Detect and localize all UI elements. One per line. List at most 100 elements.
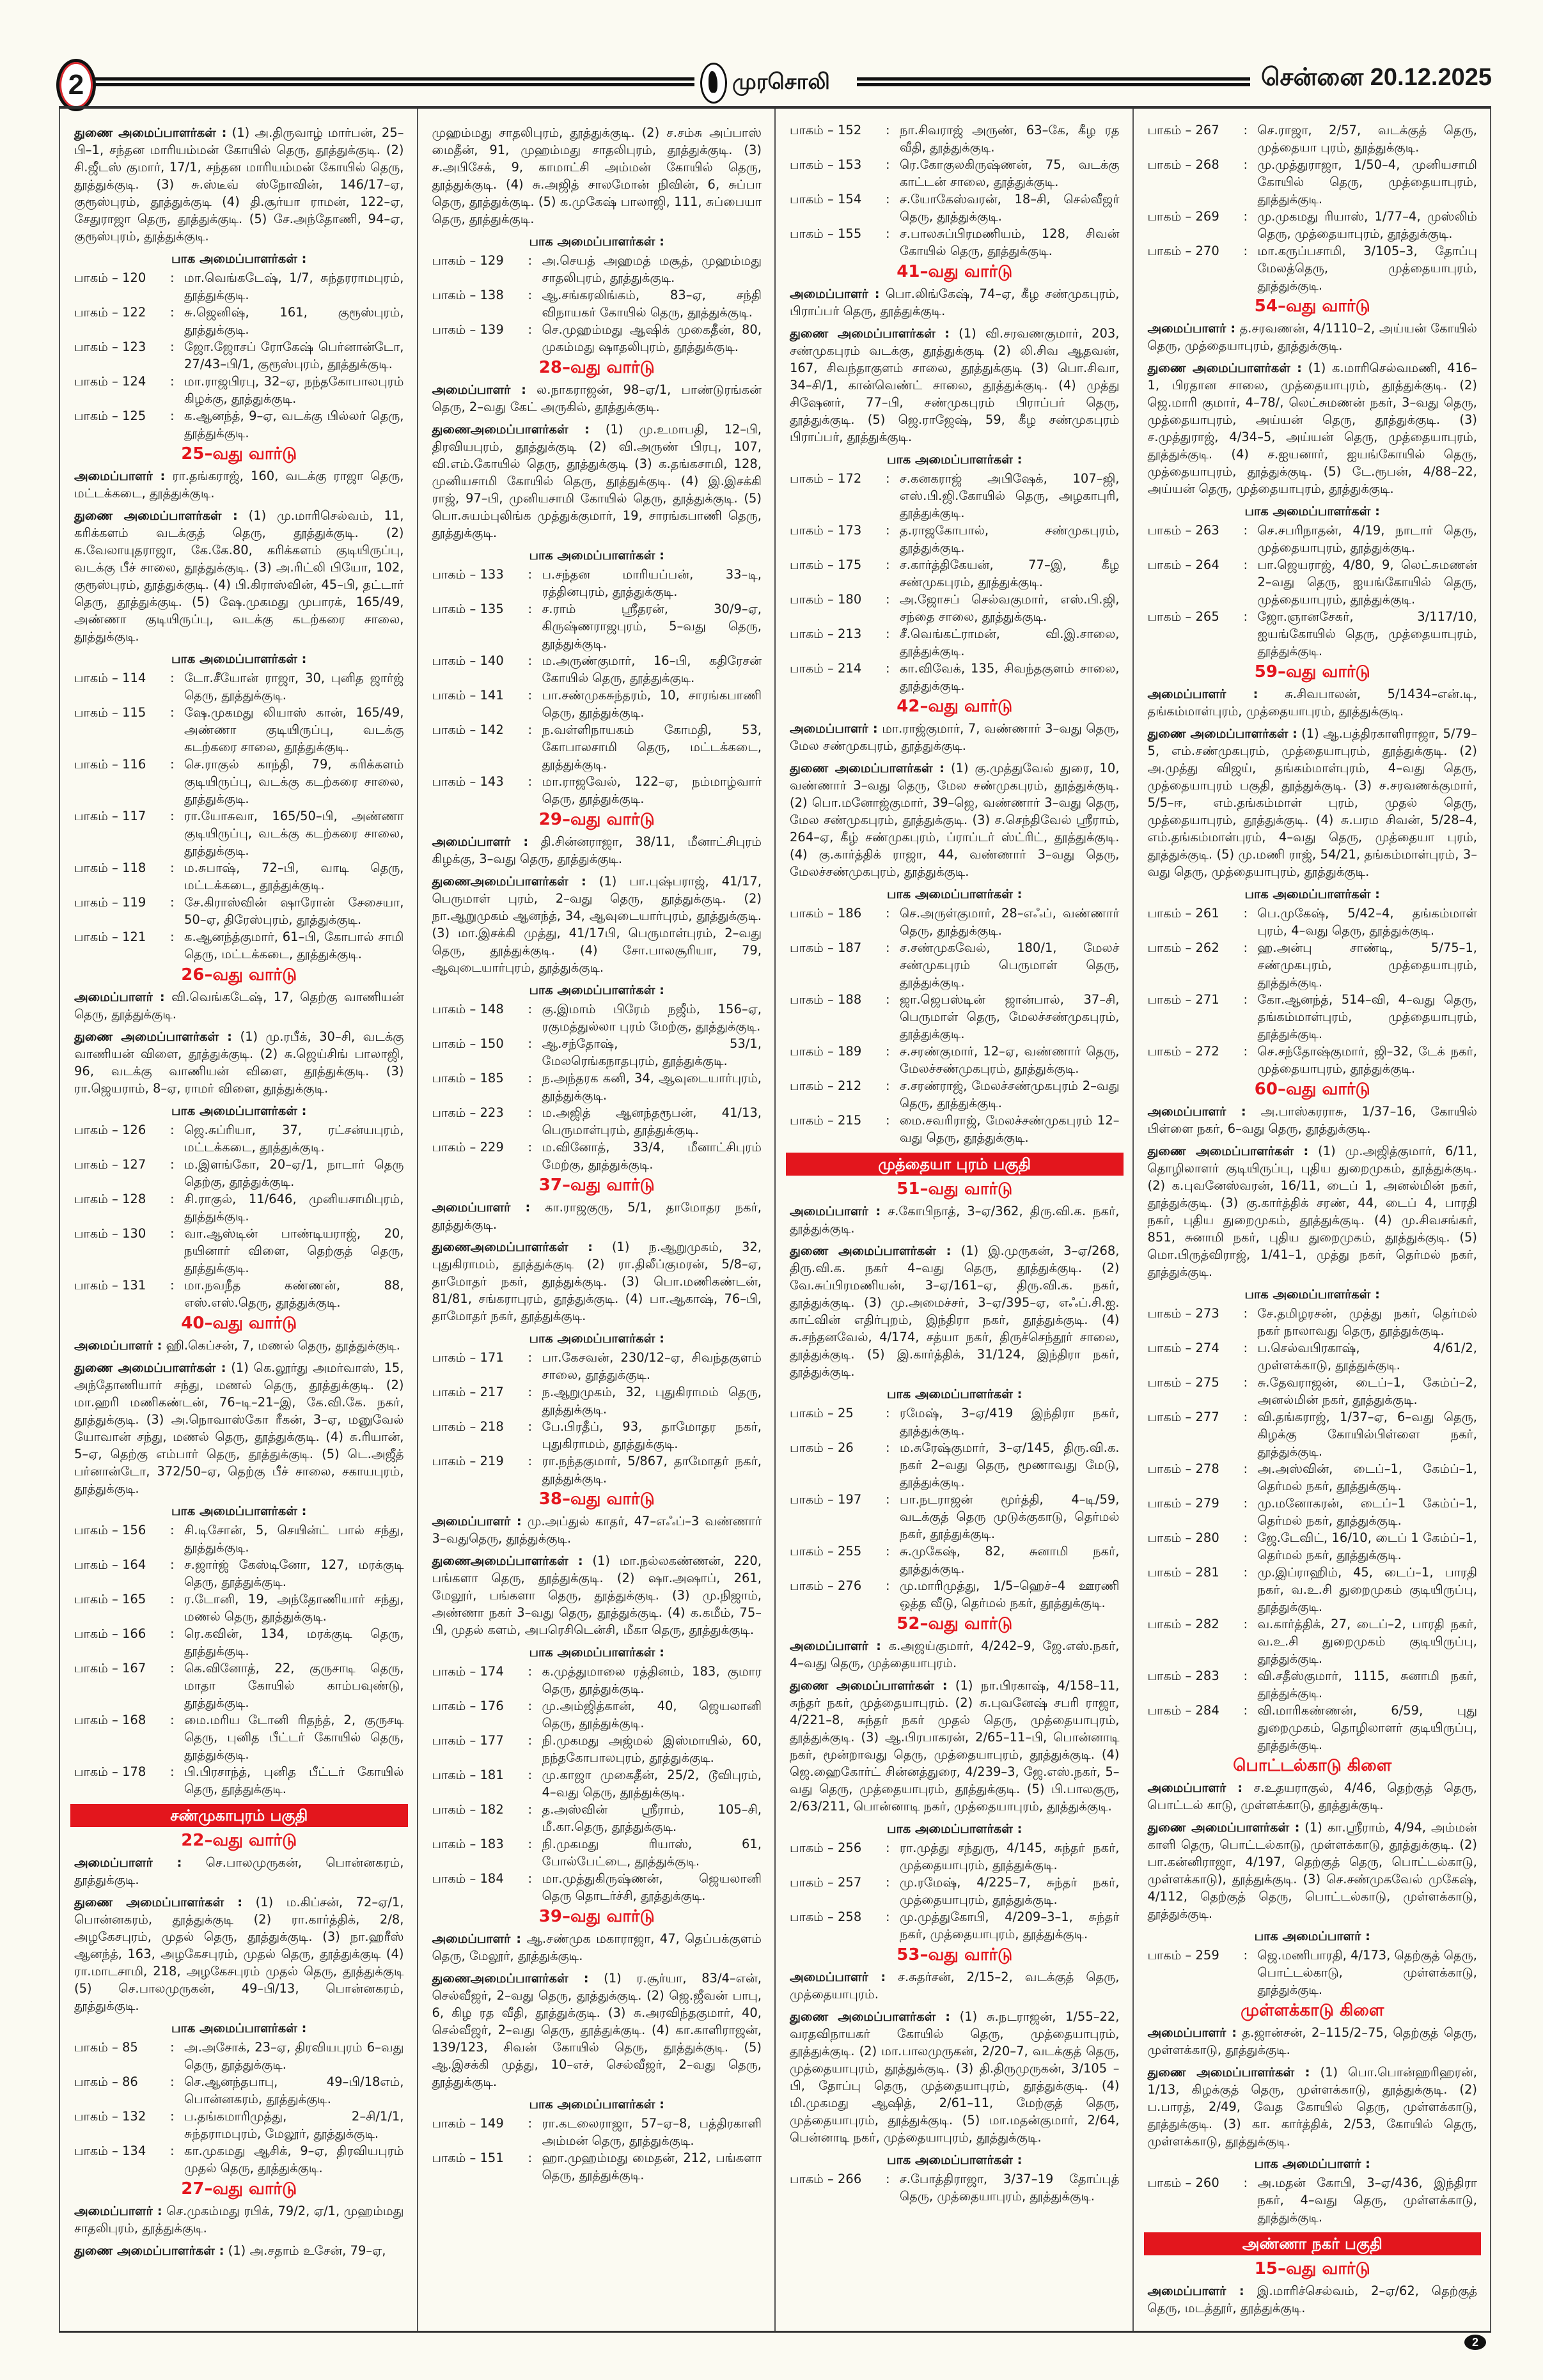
booth-number: 124	[122, 374, 146, 389]
booth-label: பாகம் – 217	[432, 1383, 528, 1418]
booth-number: 261	[1195, 906, 1219, 921]
booth-prefix: பாகம் –	[74, 1626, 118, 1641]
booth-organizer-details: ச.யோகேஸ்வரன், 18–சி, செல்வீஜர் தெரு, தூத…	[900, 192, 1120, 224]
organizer-paragraph: துணை அமைப்பாளர்கள் : (1) ஆ.பத்திரகாளிராஜ…	[1148, 725, 1478, 880]
booth-entry: பாகம் – 215: மை.சவரிராஜ், மேலச்சண்முகபுரம…	[790, 1112, 1120, 1146]
booth-organizers-subheading: பாக அமைப்பாளர்கள் :	[1244, 504, 1380, 518]
booth-separator: :	[170, 671, 175, 685]
booth-label: பாகம் – 86	[74, 2073, 170, 2108]
booth-number: 117	[122, 809, 146, 823]
booth-separator: :	[170, 2143, 175, 2158]
organizer-paragraph: அமைப்பாளர் : த.ஜான்சன், 2–115/2–75, தெற்…	[1148, 2024, 1478, 2058]
booth-number: 116	[122, 757, 146, 772]
booth-label: பாகம் – 85	[74, 2039, 170, 2073]
organizer-role-label: அமைப்பாளர் :	[1147, 2283, 1244, 2298]
booth-organizers-subheading: பாக அமைப்பாளர்கள் :	[887, 452, 1022, 467]
booth-separator: :	[1243, 123, 1248, 137]
booth-number: 166	[122, 1626, 146, 1641]
organizer-paragraph: அமைப்பாளர் : அ.பாஸ்கரராசு, 1/37–16, கோயி…	[1148, 1103, 1478, 1137]
booth-entry: பாகம் – 114: டோ.சீயோன் ராஜா, 30, புனித ஜா…	[74, 669, 404, 704]
booth-separator: :	[170, 1592, 175, 1606]
booth-organizer-details: ப.சந்தன மாரியப்பன், 33–டி, ரத்தினபுரம், …	[542, 567, 762, 599]
booth-separator: :	[1243, 1565, 1248, 1580]
booth-prefix: பாகம் –	[74, 1713, 118, 1727]
organizer-role-label: அமைப்பாளர் :	[1147, 321, 1236, 336]
booth-prefix: பாகம் –	[432, 1350, 476, 1365]
booth-prefix: பாகம் –	[74, 705, 118, 720]
booth-organizers-subheading: பாக அமைப்பாளர்கள் :	[171, 1103, 307, 1118]
organizer-details: மா.ராஜ்குமார், 7, வண்ணார் 3–வது தெரு, மே…	[790, 721, 1120, 753]
booth-label: பாகம் – 126	[74, 1121, 170, 1156]
booth-organizer-details: த.ராஜகோபால், சண்முகபுரம், தூத்துக்குடி.	[900, 523, 1120, 555]
booth-organizer-details: க.ஆனந்த்குமார், 61–பி, கோபால் சாமி தெரு,…	[184, 929, 404, 961]
booth-separator: :	[528, 1140, 533, 1155]
organizer-role-label: துணை அமைப்பாளர்கள் :	[74, 2243, 224, 2258]
booth-entry: பாகம் – 265: ஜோ.ஞானசேகர், 3/117/10, ஐயங்க…	[1148, 608, 1478, 660]
booth-prefix: பாகம் –	[432, 1664, 476, 1679]
booth-separator: :	[170, 2074, 175, 2089]
booth-entry: பாகம் – 124: மா.ராஜபிரபு, 32–ஏ, நந்தகோபால…	[74, 373, 404, 407]
booth-prefix: பாகம் –	[1147, 940, 1192, 955]
booth-number: 255	[838, 1544, 862, 1559]
booth-entry: பாகம் – 255: சு.முகேஷ், 82, சுனாமி நகர், …	[790, 1543, 1120, 1577]
booth-entry: பாகம் – 148: கு.இமாம் பிரேம் நஜீம், 156–ஏ…	[432, 1000, 762, 1035]
booth-number: 122	[122, 305, 146, 320]
booth-separator: :	[170, 1523, 175, 1537]
booth-prefix: பாகம் –	[790, 1578, 834, 1593]
booth-entry: பாகம் – 278: அ.அஸ்வின், டைப்–1, கேம்ப்–1,…	[1148, 1460, 1478, 1495]
booth-prefix: பாகம் –	[790, 992, 834, 1007]
organizer-paragraph: துணைஅமைப்பாளர்கள் : (1) ந.ஆறுமுகம், 32, …	[432, 1238, 762, 1325]
booth-label: பாகம் – 122	[74, 304, 170, 338]
booth-label: பாகம் – 213	[790, 625, 886, 660]
booth-organizer-details: சே.தமிழரசன், முத்து நகர், தெர்மல் நகர் ந…	[1257, 1306, 1478, 1338]
booth-organizer-details: மை.சவரிராஜ், மேலச்சண்முகபுரம் 12–வது தெர…	[900, 1113, 1120, 1145]
organizer-details: மு.அப்துல் காதர், 47–எஃப்–3 வண்ணார் 3–வத…	[432, 1514, 762, 1546]
booth-entry: பாகம் – 166: ரெ.கவின், 134, மரக்குடி தெரு…	[74, 1625, 404, 1660]
ward-heading: 28–வது வார்டு	[538, 358, 655, 377]
organizer-details: (1) அ.திருவாழ் மார்பன், 25–பி–1, சந்தன ம…	[74, 125, 404, 244]
booth-label: பாகம் – 120	[74, 269, 170, 304]
booth-number: 164	[122, 1557, 146, 1572]
booth-separator: :	[528, 322, 533, 337]
booth-prefix: பாகம் –	[790, 1113, 834, 1128]
booth-number: 139	[480, 322, 504, 337]
booth-separator: :	[528, 1002, 533, 1016]
organizer-details: கா.ராஜகுரு, 5/1, தாமோதர நகர், தூத்துக்கு…	[432, 1200, 762, 1232]
ward-heading: 25–வது வார்டு	[181, 444, 297, 463]
booth-number: 178	[122, 1764, 146, 1779]
booth-number: 167	[122, 1661, 146, 1676]
booth-organizer-details: ச.சண்முகவேல், 180/1, மேலச் சண்முகபுரம் ப…	[900, 940, 1120, 990]
booth-organizer-details: சு.முகேஷ், 82, சுனாமி நகர், தூத்துக்குடி…	[900, 1544, 1120, 1576]
booth-prefix: பாகம் –	[74, 1192, 118, 1206]
booth-prefix: பாகம் –	[1147, 1044, 1192, 1059]
booth-label: பாகம் – 139	[432, 321, 528, 355]
booth-prefix: பாகம் –	[1147, 523, 1192, 538]
booth-number: 229	[480, 1140, 504, 1155]
booth-organizer-details: அ.மதன் கோபி, 3–ஏ/436, இந்திரா நகர், 4–வத…	[1257, 2175, 1478, 2225]
booth-number: 278	[1195, 1461, 1219, 1476]
booth-separator: :	[170, 1661, 175, 1676]
organizer-details: (1) க.மாரிசெல்வமணி, 416–1, பிரதான சாலை, …	[1147, 361, 1478, 496]
booth-label: பாகம் – 156	[74, 1521, 170, 1556]
booth-separator: :	[1243, 157, 1248, 172]
booth-prefix: பாகம் –	[74, 929, 118, 944]
booth-prefix: பாகம் –	[432, 688, 476, 703]
booth-number: 274	[1195, 1341, 1219, 1355]
booth-prefix: பாகம் –	[432, 2116, 476, 2131]
booth-organizers-subheading: பாக அமைப்பாளர்கள் :	[529, 1645, 664, 1660]
ward-heading: 26–வது வார்டு	[181, 965, 297, 984]
booth-entry: பாகம் – 140: ம.அருண்குமார், 16–பி, கதிரேச…	[432, 652, 762, 687]
booth-separator: :	[528, 688, 533, 703]
organizer-paragraph: துணை அமைப்பாளர்கள் : (1) க.மாரிசெல்வமணி,…	[1148, 359, 1478, 497]
booth-number: 183	[480, 1837, 504, 1851]
booth-organizers-subheading: பாக அமைப்பாளர்கள் :	[1244, 887, 1380, 901]
booth-prefix: பாகம் –	[74, 895, 118, 910]
booth-separator: :	[528, 1733, 533, 1748]
booth-prefix: பாகம் –	[74, 1764, 118, 1779]
booth-label: பாகம் – 186	[790, 905, 886, 939]
ward-heading: 42–வது வார்டு	[897, 697, 1013, 716]
booth-label: பாகம் – 129	[432, 252, 528, 286]
booth-label: பாகம் – 166	[74, 1625, 170, 1660]
organizer-role-label: துணைஅமைப்பாளர்கள் :	[432, 422, 590, 437]
booth-number: 213	[838, 626, 862, 641]
